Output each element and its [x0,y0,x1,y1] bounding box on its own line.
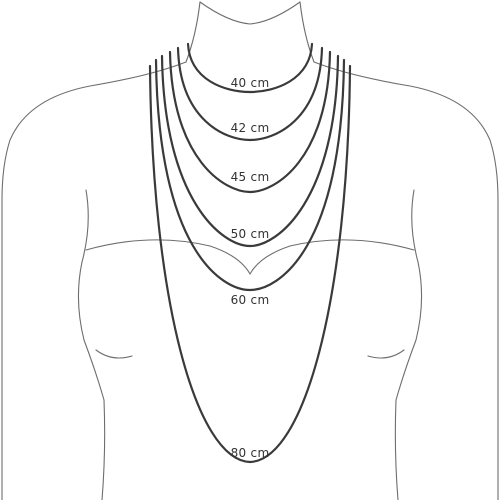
shoulder-left [1,61,187,500]
chain-40cm [186,42,314,94]
length-labels: 40 cm 42 cm 45 cm 50 cm 60 cm 80 cm [231,76,270,460]
shoulder-right [313,61,499,500]
chains [148,42,352,464]
label-45cm: 45 cm [231,170,270,184]
torso-side-left [77,189,106,500]
chain-80cm [148,64,352,464]
underbust-right [367,349,405,359]
underbust-left [95,349,133,359]
torso-side-right [394,189,423,500]
neck-right [299,1,315,63]
label-42cm: 42 cm [231,121,270,135]
chain-60cm [154,58,346,292]
label-80cm: 80 cm [231,446,270,460]
label-60cm: 60 cm [231,293,270,307]
chain-45cm [168,50,332,194]
chin-line [199,1,301,25]
chain-42cm [176,46,324,142]
chain-50cm [160,54,340,248]
label-40cm: 40 cm [231,76,270,90]
neck-left [185,1,201,63]
label-50cm: 50 cm [231,227,270,241]
